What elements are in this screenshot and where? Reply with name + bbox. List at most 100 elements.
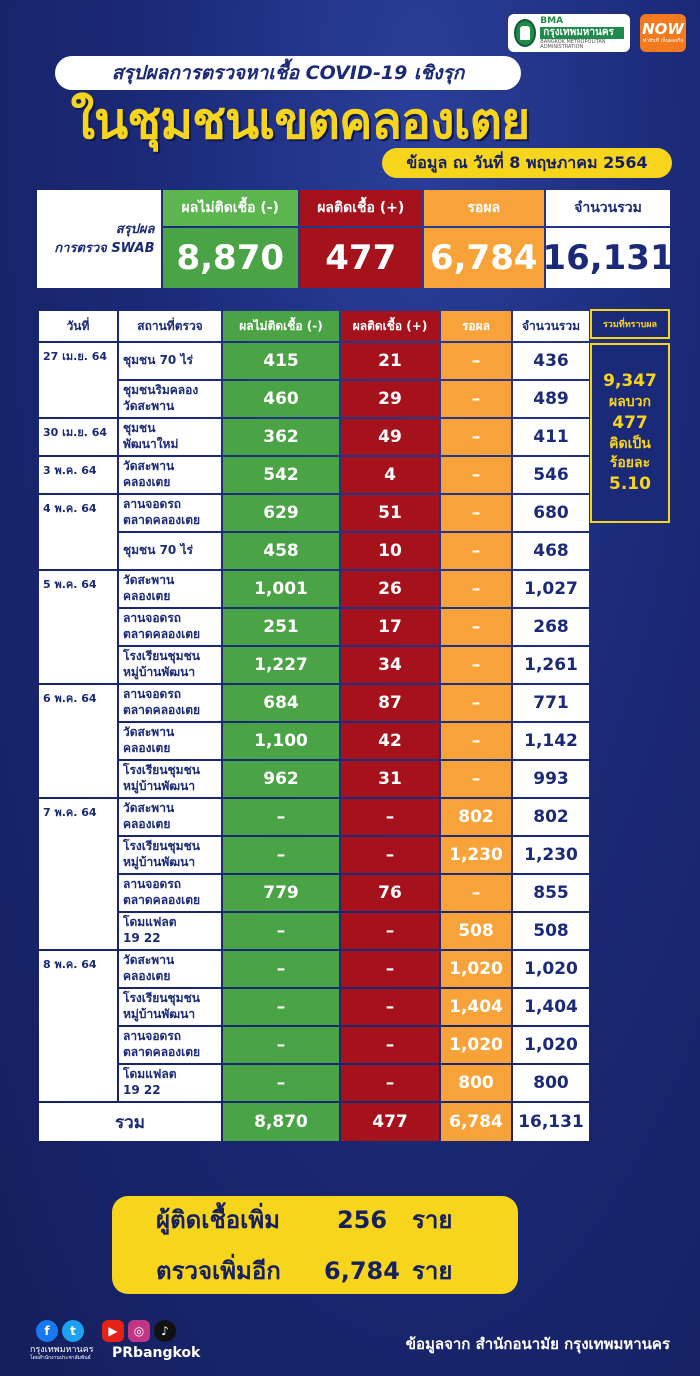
table-row: 30 เม.ย. 64 ชุมชน พัฒนาใหม่ 362 49–411 [39,419,589,455]
cell-positive: 49 [341,419,439,455]
cell-place-line: โรงเรียนชุมชน [123,839,200,854]
cell-total: 1,020 [513,951,589,987]
col-header-positive: ผลติดเชื้อ (+) [341,311,439,341]
col-header-negative: ผลไม่ติดเชื้อ (-) [223,311,339,341]
table-body: 27 เม.ย. 64 ชุมชน 70 ไร่ 415 21–436 ชุมชนริม… [39,343,589,1141]
cell-place-line: วัดสะพาน [123,573,175,588]
cell-total: 489 [513,381,589,417]
footer-org-sub: โดยสำนักงานประชาสัมพันธ์ [30,1354,91,1361]
cell-place-line: คลองเตย [123,589,171,603]
cell-place-line: ลานจอดรถ [123,687,182,702]
summary-label-line1: สรุปผล [115,221,155,237]
cell-positive: – [341,837,439,873]
cell-place-line: โรงเรียนชุมชน [123,649,200,664]
cell-negative: 458 [223,533,339,569]
cell-date: 8 พ.ค. 64 [39,951,117,1101]
cell-place-line: ลานจอดรถ [123,611,182,626]
facebook-icon[interactable]: f [36,1320,58,1342]
cell-negative: 460 [223,381,339,417]
cell-place-line: ชุมชน [123,421,156,436]
footer-org-name: กรุงเทพมหานคร [30,1345,94,1355]
cell-positive: 76 [341,875,439,911]
cell-total: 1,027 [513,571,589,607]
cell-total: 508 [513,913,589,949]
cell-place: ชุมชน 70 ไร่ [119,343,221,379]
cell-place-line: ตลาดคลองเตย [123,513,201,527]
instagram-icon[interactable]: ◎ [128,1320,150,1342]
summary-positive: ผลติดเชื้อ (+) 477 [299,190,422,288]
bma-logo: BMA กรุงเทพมหานคร BANGKOK METROPOLITAN A… [508,14,630,52]
cell-positive: 29 [341,381,439,417]
ratio-pct-label-1: คิดเป็น [609,436,651,453]
cell-place-line: คลองเตย [123,741,171,755]
cell-place: โรงเรียนชุมชน หมู่บ้านพัฒนา [119,837,221,873]
ratio-box: รวมที่ทราบผล 9,347 ผลบวก 477 คิดเป็น ร้อ… [590,309,670,523]
page-title: ในชุมชนเขตคลองเตย [70,92,531,150]
cell-waiting: 1,230 [441,837,511,873]
cell-positive: – [341,913,439,949]
cell-positive: – [341,951,439,987]
summary-positive-value: 477 [299,228,422,288]
cell-positive: 10 [341,533,439,569]
summary-waiting: รอผล 6,784 [423,190,545,288]
cell-total: 436 [513,343,589,379]
cell-place-line: โดมแฟลต [123,915,177,930]
cell-waiting: – [441,647,511,683]
twitter-icon[interactable]: t [62,1320,84,1342]
cell-positive: 4 [341,457,439,493]
cell-negative: 684 [223,685,339,721]
total-waiting: 6,784 [441,1103,511,1141]
cell-place: วัดสะพาน คลองเตย [119,571,221,607]
cell-place: โรงเรียนชุมชน หมู่บ้านพัฒนา [119,761,221,797]
cell-positive: 87 [341,685,439,721]
summary-negative: ผลไม่ติดเชื้อ (-) 8,870 [162,190,298,288]
cell-negative: 779 [223,875,339,911]
cell-negative: 1,001 [223,571,339,607]
cell-place: วัดสะพาน คลองเตย [119,457,221,493]
col-header-waiting: รอผล [441,311,511,341]
cell-date: 27 เม.ย. 64 [39,343,117,417]
cell-place: วัดสะพาน คลองเตย [119,951,221,987]
summary-negative-label: ผลไม่ติดเชื้อ (-) [162,190,298,226]
cell-total: 411 [513,419,589,455]
cell-waiting: – [441,381,511,417]
ratio-body: 9,347 ผลบวก 477 คิดเป็น ร้อยละ 5.10 [590,343,670,523]
cell-total: 1,142 [513,723,589,759]
summary-total-value: 16,131 [542,228,674,288]
ratio-positive-label: ผลบวก [608,394,651,411]
col-header-place: สถานที่ตรวจ [119,311,221,341]
cell-total: 546 [513,457,589,493]
cell-place-line: 19 22 [123,931,161,945]
cell-positive: – [341,1027,439,1063]
cell-waiting: 1,404 [441,989,511,1025]
footer-handle[interactable]: PRbangkok [112,1345,201,1361]
highlight-tested-label: ตรวจเพิ่มอีก [156,1257,281,1285]
table-row: ลานจอดรถ ตลาดคลองเตย – –1,020 1,020 [39,1027,589,1063]
cell-positive: 34 [341,647,439,683]
cell-positive: 21 [341,343,439,379]
cell-total: 800 [513,1065,589,1101]
highlight-row-infected: ผู้ติดเชื้อเพิ่ม 256 ราย [156,1200,518,1239]
table-row: ชุมชน 70 ไร่ 458 10–468 [39,533,589,569]
summary-negative-value: 8,870 [162,228,298,288]
youtube-icon[interactable]: ▶ [102,1320,124,1342]
cell-total: 1,261 [513,647,589,683]
cell-place: ลานจอดรถ ตลาดคลองเตย [119,875,221,911]
cell-positive: 51 [341,495,439,531]
cell-waiting: – [441,685,511,721]
table-row: 4 พ.ค. 64 ลานจอดรถ ตลาดคลองเตย 629 51–680 [39,495,589,569]
cell-place: วัดสะพาน คลองเตย [119,723,221,759]
ratio-header: รวมที่ทราบผล [590,309,670,339]
tiktok-icon[interactable]: ♪ [154,1320,176,1342]
table-total-row: รวม 8,870 477 6,784 16,131 [39,1103,589,1141]
cell-negative: – [223,799,339,835]
total-positive: 477 [341,1103,439,1141]
cell-negative: – [223,1027,339,1063]
cell-waiting: 1,020 [441,1027,511,1063]
table-row: โรงเรียนชุมชน หมู่บ้านพัฒนา – –1,404 1,404 [39,989,589,1025]
cell-negative: – [223,913,339,949]
cell-negative: 415 [223,343,339,379]
cell-waiting: – [441,343,511,379]
cell-place: ลานจอดรถ ตลาดคลองเตย [119,1027,221,1063]
cell-place-line: ลานจอดรถ [123,497,182,512]
